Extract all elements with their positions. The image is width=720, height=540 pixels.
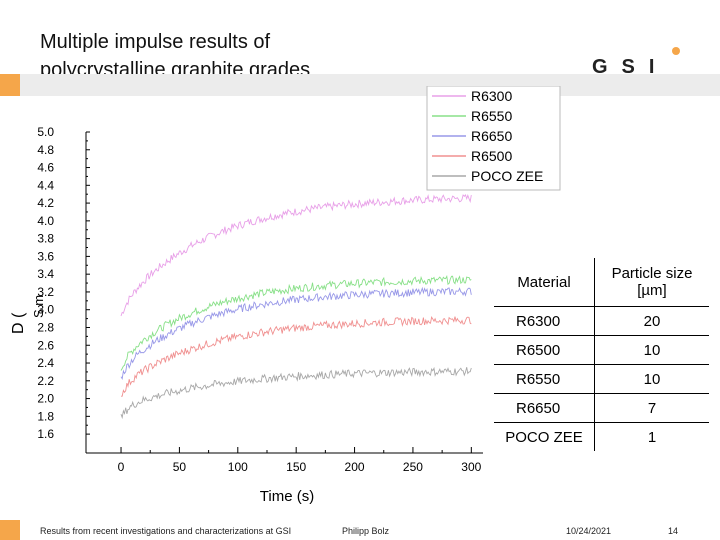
y-tick-label: 3.4 bbox=[37, 267, 54, 281]
y-tick-label: 4.8 bbox=[37, 143, 54, 157]
table-cell-material: R6500 bbox=[494, 335, 595, 365]
legend-box bbox=[426, 86, 561, 191]
footer-accent bbox=[0, 520, 20, 540]
y-tick-label: 1.6 bbox=[37, 427, 54, 441]
x-tick-label: 0 bbox=[118, 460, 125, 474]
y-tick-label: 5.0 bbox=[37, 125, 54, 139]
x-tick-label: 200 bbox=[345, 460, 365, 474]
table-cell-size: 20 bbox=[594, 306, 709, 336]
legend-label: POCO ZEE bbox=[471, 168, 543, 184]
x-tick-label: 150 bbox=[286, 460, 306, 474]
footer-source: Results from recent investigations and c… bbox=[40, 526, 292, 536]
footer-date: 10/24/2021 bbox=[566, 526, 612, 536]
series-r6300 bbox=[120, 193, 472, 317]
y-tick-label: 3.8 bbox=[37, 232, 54, 246]
legend-label: R6500 bbox=[471, 148, 512, 164]
legend-label: R6550 bbox=[471, 108, 512, 124]
series-r6650 bbox=[120, 286, 472, 380]
table-cell-size: 10 bbox=[594, 364, 709, 394]
y-tick-label: 2.4 bbox=[37, 356, 54, 370]
legend-label: R6650 bbox=[471, 128, 512, 144]
y-tick-label: 3.2 bbox=[37, 285, 54, 299]
table-cell-size: 1 bbox=[594, 422, 709, 451]
header-particle-size: Particle size [µm] bbox=[594, 258, 709, 307]
y-tick-label: 2.0 bbox=[37, 392, 54, 406]
y-axis-label-main: D ( bbox=[10, 312, 27, 334]
legend-label: R6300 bbox=[471, 88, 512, 104]
y-tick-label: 4.6 bbox=[37, 161, 54, 175]
chart-legend: R6300 R6550 R6650 R6500 POCO ZEE bbox=[426, 86, 561, 191]
particle-size-table: Material Particle size [µm] R6300 20 R65… bbox=[494, 258, 709, 451]
x-tick-label: 100 bbox=[228, 460, 248, 474]
y-axis-label: D ( bbox=[10, 312, 27, 334]
y-tick-label: 2.8 bbox=[37, 320, 54, 334]
y-tick-label: 4.0 bbox=[37, 214, 54, 228]
title-line-1: Multiple impulse results of bbox=[40, 31, 271, 53]
chart: 1.6 1.8 2.0 2.2 2.4 2.6 2.8 3.0 3.2 3.4 3.6 3.8 4.0 4… bbox=[10, 86, 561, 505]
footer-page: 14 bbox=[668, 526, 679, 536]
series-poco-zee bbox=[120, 366, 472, 420]
header-accent bbox=[0, 74, 20, 96]
table-row: R6300 20 bbox=[494, 306, 709, 336]
x-axis-label: Time (s) bbox=[260, 488, 314, 505]
x-tick-label: 50 bbox=[173, 460, 187, 474]
y-tick-label: 4.2 bbox=[37, 196, 54, 210]
chart-series bbox=[120, 193, 472, 420]
table-cell-material: R6300 bbox=[494, 306, 595, 336]
table-cell-material: POCO ZEE bbox=[494, 422, 595, 451]
y-axis-label-unit: S m bbox=[31, 295, 46, 318]
x-tick-label: 300 bbox=[461, 460, 481, 474]
y-tick-label: 1.8 bbox=[37, 409, 54, 423]
gsi-logo: GSI bbox=[592, 47, 680, 76]
y-tick-label: 3.6 bbox=[37, 249, 54, 263]
y-tick-label: 4.4 bbox=[37, 178, 54, 192]
table-row: R6650 7 bbox=[494, 393, 709, 423]
header-material: Material bbox=[494, 258, 595, 307]
table-row: POCO ZEE 1 bbox=[494, 422, 709, 451]
table-cell-size: 10 bbox=[594, 335, 709, 365]
logo-text: GSI bbox=[592, 56, 668, 76]
x-tick-label: 250 bbox=[403, 460, 423, 474]
chart-axes: 1.6 1.8 2.0 2.2 2.4 2.6 2.8 3.0 3.2 3.4 3.6 3.8 4.0 4… bbox=[37, 125, 483, 474]
table-row: R6500 10 bbox=[494, 335, 709, 365]
y-tick-label: 2.6 bbox=[37, 338, 54, 352]
table-row: R6550 10 bbox=[494, 364, 709, 394]
footer-author: Philipp Bolz bbox=[342, 526, 390, 536]
y-axis-label-extra: S m bbox=[31, 295, 46, 318]
series-r6550 bbox=[120, 275, 472, 371]
series-r6500 bbox=[121, 316, 472, 397]
table-header-row: Material Particle size [µm] bbox=[494, 258, 709, 307]
table-cell-material: R6550 bbox=[494, 364, 595, 394]
table-cell-material: R6650 bbox=[494, 393, 595, 423]
y-tick-label: 2.2 bbox=[37, 374, 54, 388]
y-tick-label: 3.0 bbox=[37, 303, 54, 317]
table-cell-size: 7 bbox=[594, 393, 709, 423]
